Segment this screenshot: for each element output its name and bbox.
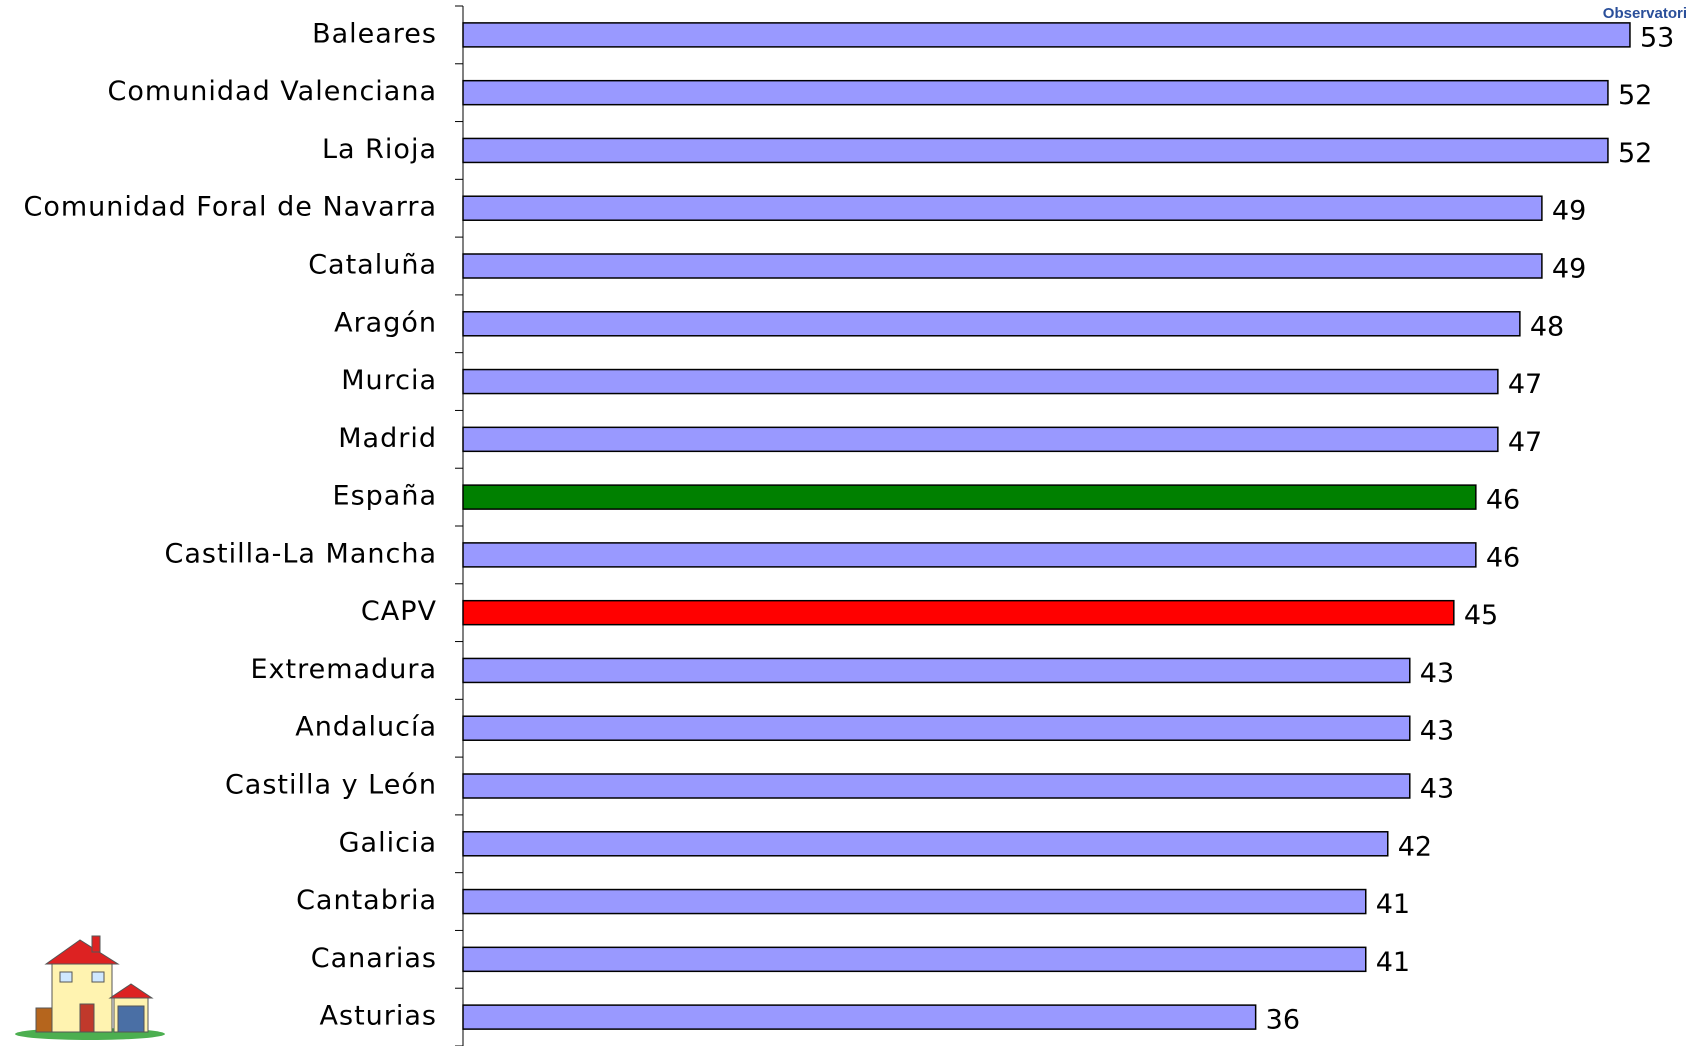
value-label: 43 bbox=[1420, 716, 1454, 747]
value-label: 43 bbox=[1420, 658, 1454, 689]
bar bbox=[463, 543, 1476, 567]
value-label: 41 bbox=[1376, 889, 1410, 920]
value-label: 53 bbox=[1640, 22, 1674, 53]
y-tick-label: Baleares bbox=[312, 18, 437, 49]
bar bbox=[463, 658, 1410, 682]
value-label: 42 bbox=[1398, 831, 1432, 862]
y-tick-label: Castilla y León bbox=[225, 770, 437, 801]
y-tick-label: Asturias bbox=[320, 1001, 437, 1032]
house-icon bbox=[15, 936, 165, 1040]
value-label: 47 bbox=[1508, 369, 1542, 400]
bar bbox=[463, 1005, 1256, 1029]
bar bbox=[463, 23, 1630, 47]
value-label: 43 bbox=[1420, 774, 1454, 805]
y-tick-label: Aragón bbox=[334, 307, 437, 338]
bar bbox=[463, 485, 1476, 509]
value-label: 49 bbox=[1552, 254, 1586, 285]
bar bbox=[463, 254, 1542, 278]
bar bbox=[463, 196, 1542, 220]
chart: Observatori Baleares 53 Comunidad Valencia… bbox=[0, 0, 1687, 1046]
y-tick-label: España bbox=[333, 481, 437, 512]
y-tick-label: Andalucía bbox=[295, 712, 437, 743]
y-tick-label: Extremadura bbox=[251, 654, 438, 685]
bar bbox=[463, 601, 1454, 625]
bar bbox=[463, 832, 1388, 856]
value-label: 52 bbox=[1618, 80, 1652, 111]
y-tick-label: Murcia bbox=[341, 365, 437, 396]
y-tick-label: Cataluña bbox=[308, 250, 437, 281]
y-tick-label: Cantabria bbox=[296, 885, 437, 916]
bar bbox=[463, 81, 1608, 105]
y-tick-label: Comunidad Valenciana bbox=[108, 76, 438, 107]
bar bbox=[463, 890, 1366, 914]
y-tick-label: Galicia bbox=[339, 827, 437, 858]
value-label: 46 bbox=[1486, 485, 1520, 516]
bar bbox=[463, 947, 1366, 971]
y-tick-label: Madrid bbox=[338, 423, 437, 454]
page: Observatori Baleares 53 Comunidad Valencia… bbox=[0, 0, 1687, 1046]
bar bbox=[463, 370, 1498, 394]
value-label: 48 bbox=[1530, 311, 1564, 342]
y-tick-label: CAPV bbox=[361, 596, 437, 627]
bar bbox=[463, 716, 1410, 740]
y-tick-label: Canarias bbox=[311, 943, 437, 974]
logo-text: Observatori bbox=[1603, 5, 1687, 22]
value-label: 45 bbox=[1464, 600, 1498, 631]
bar bbox=[463, 427, 1498, 451]
value-label: 49 bbox=[1552, 196, 1586, 227]
value-label: 47 bbox=[1508, 427, 1542, 458]
value-label: 46 bbox=[1486, 542, 1520, 573]
bar bbox=[463, 312, 1520, 336]
y-tick-label: Castilla-La Mancha bbox=[165, 538, 437, 569]
value-label: 36 bbox=[1266, 1005, 1300, 1036]
value-label: 52 bbox=[1618, 138, 1652, 169]
y-tick-label: Comunidad Foral de Navarra bbox=[24, 192, 438, 223]
value-label: 41 bbox=[1376, 947, 1410, 978]
y-tick-label: La Rioja bbox=[322, 134, 437, 165]
bar bbox=[463, 138, 1608, 162]
bar bbox=[463, 774, 1410, 798]
